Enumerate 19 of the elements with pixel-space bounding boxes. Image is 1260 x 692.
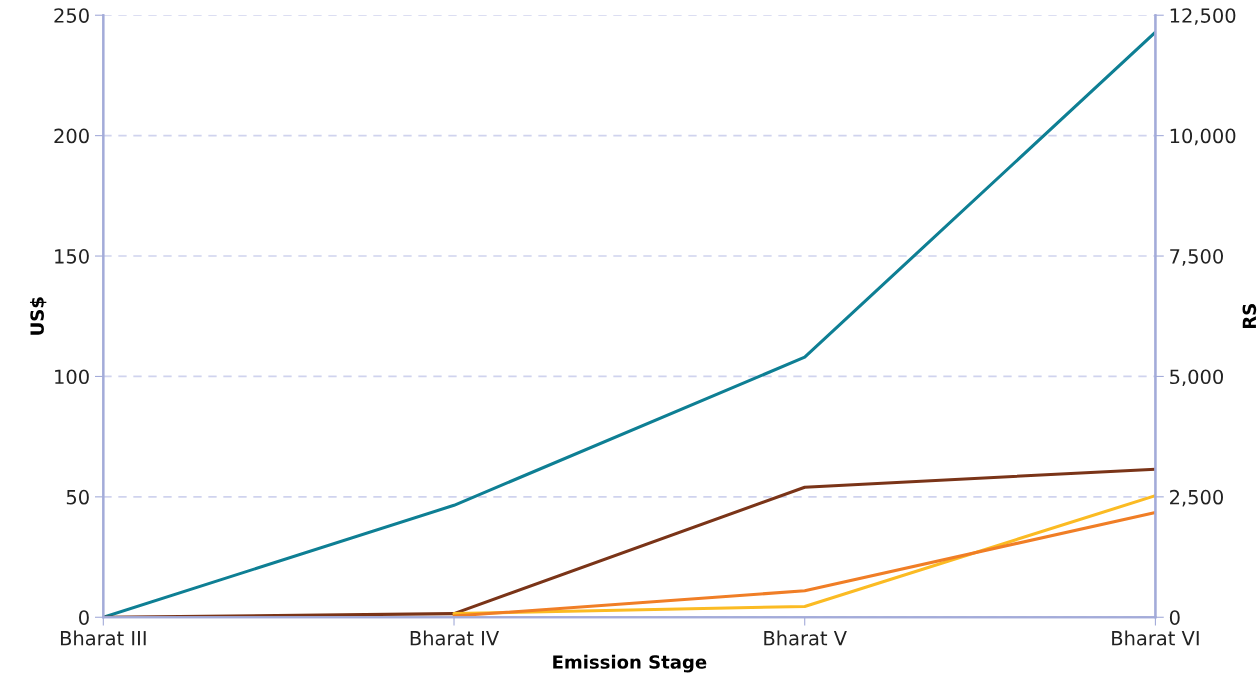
- x-tick-label: Bharat IV: [410, 630, 500, 646]
- y-axis-title: US$: [29, 297, 47, 335]
- y-tick-label: 250: [54, 8, 89, 23]
- x-tick-label: Bharat V: [764, 630, 847, 646]
- y2-axis-title: RS: [1242, 304, 1257, 329]
- y2-tick-label: 0: [1169, 610, 1180, 625]
- y-tick-label: 100: [55, 369, 89, 385]
- y-tick-label: 50: [66, 489, 89, 505]
- y2-tick-label: 2,500: [1170, 489, 1223, 507]
- x-axis-title: Emission Stage: [553, 654, 707, 673]
- y-tick-label: 200: [54, 128, 89, 144]
- y-tick-label: 0: [79, 610, 89, 625]
- y-tick-label: 150: [55, 249, 89, 264]
- x-tick-label: Bharat VI: [1112, 630, 1199, 646]
- y2-tick-label: 12,500: [1170, 8, 1236, 25]
- y2-tick-label: 5,000: [1170, 369, 1223, 387]
- y2-tick-label: 10,000: [1170, 128, 1236, 146]
- y2-tick-label: 7,500: [1170, 249, 1223, 266]
- x-tick-label: Bharat III: [60, 630, 146, 646]
